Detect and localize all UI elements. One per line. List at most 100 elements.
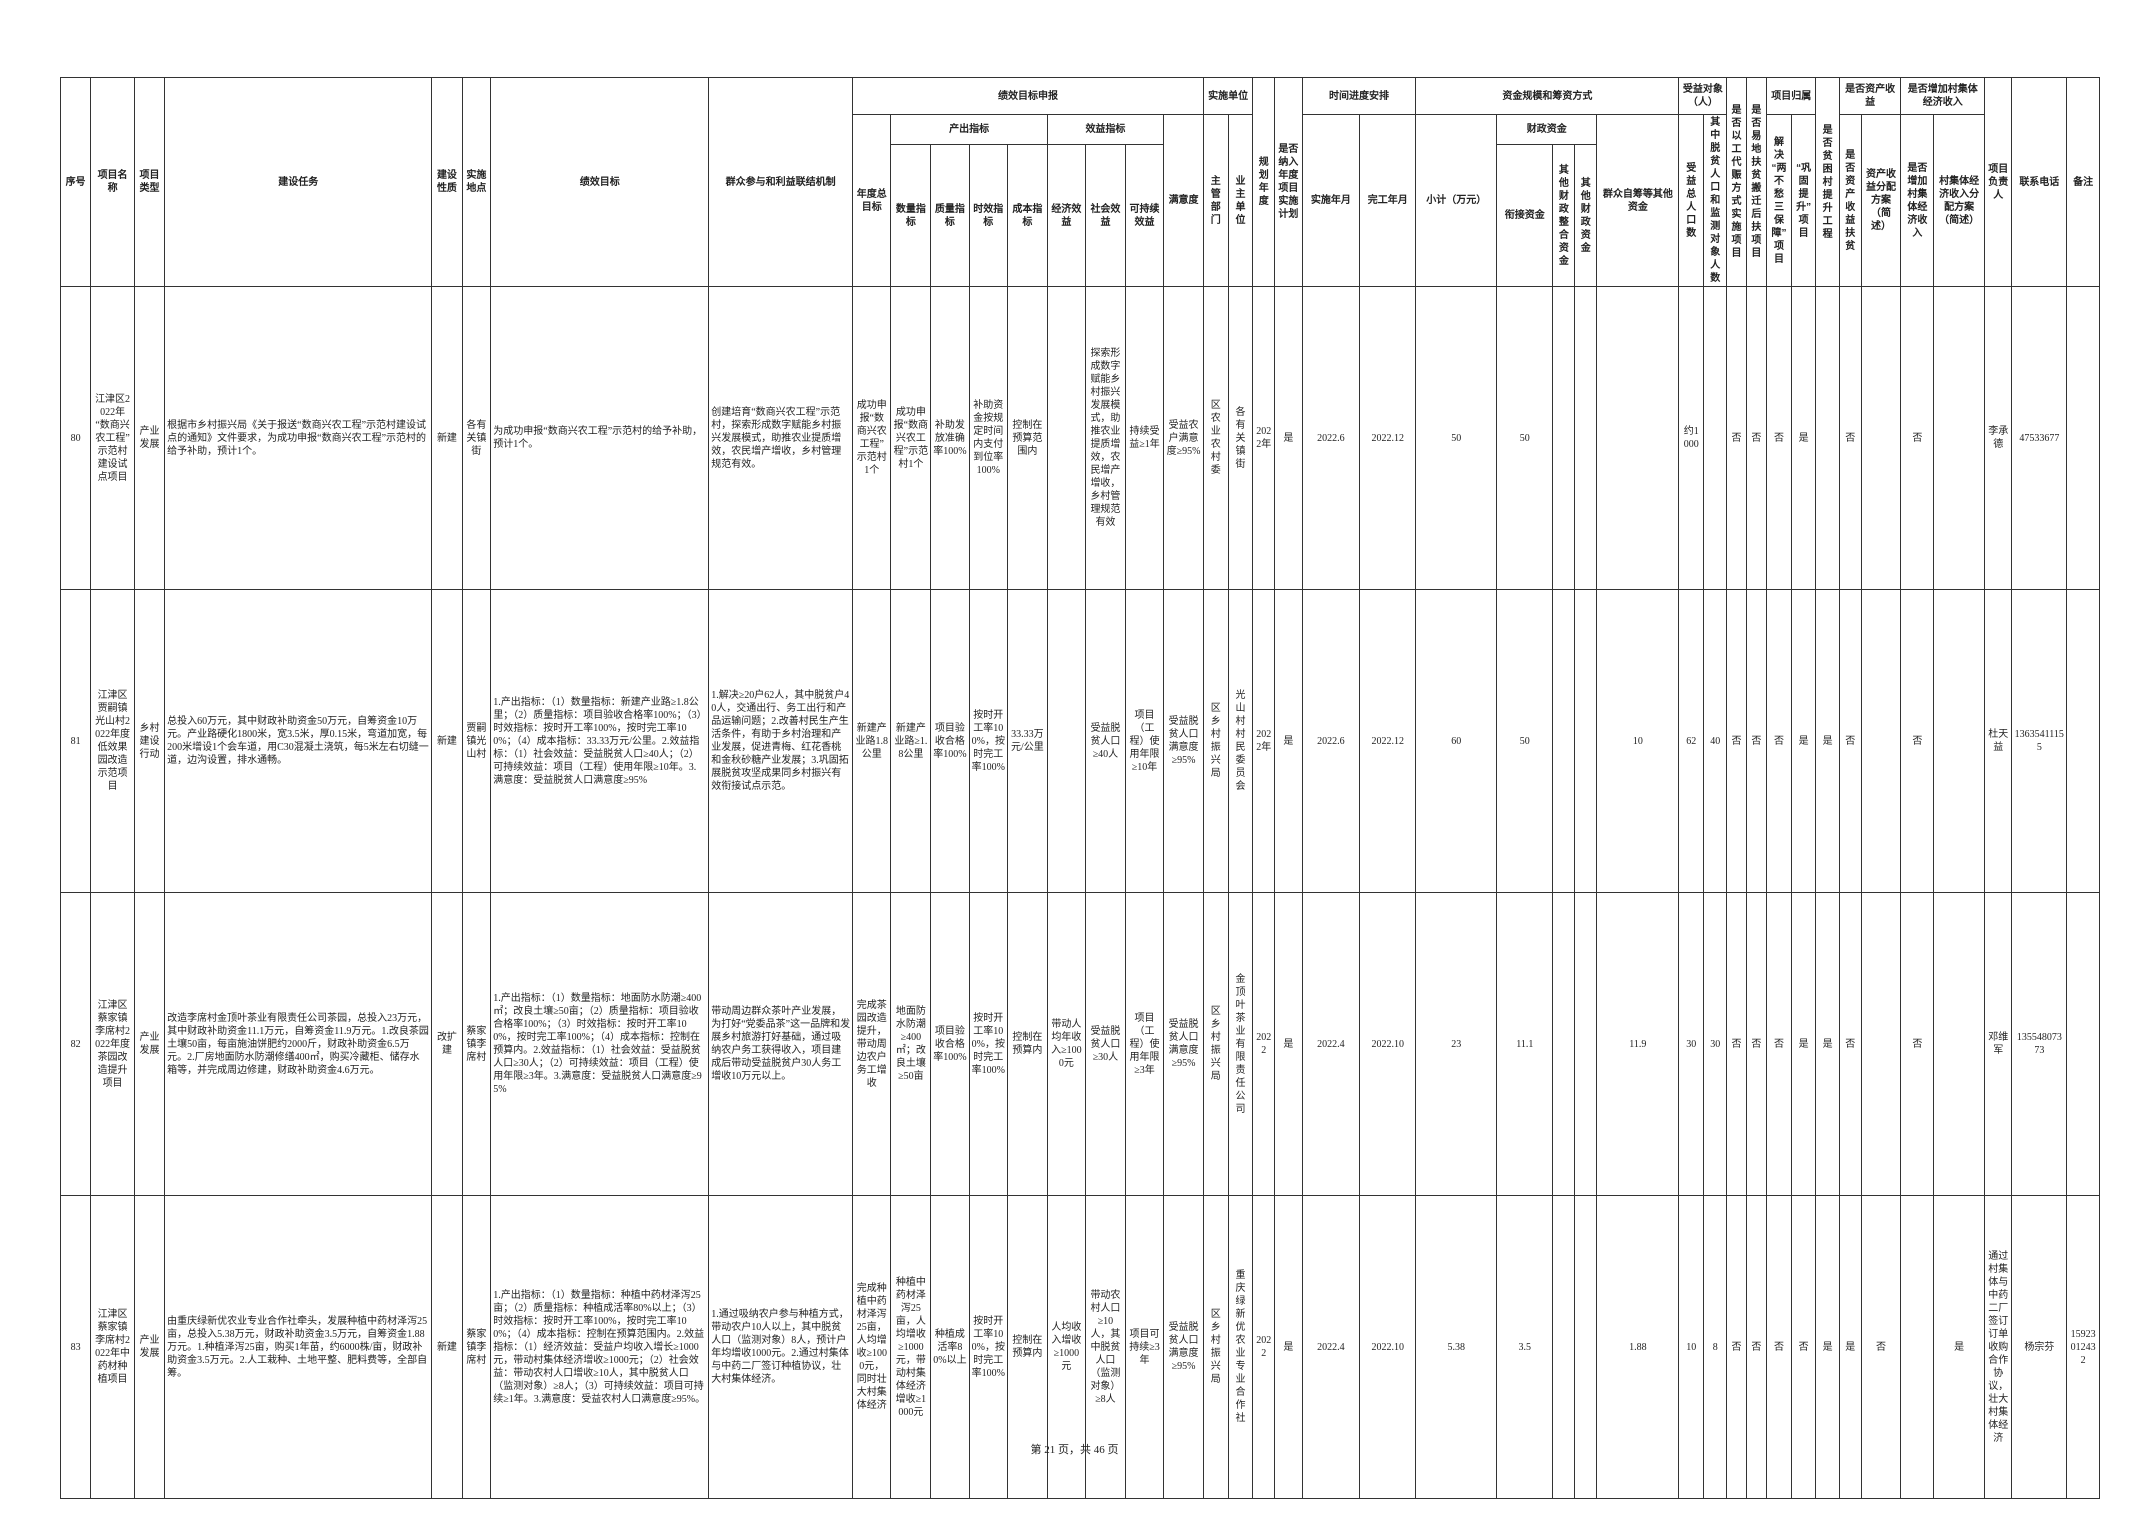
cell: 1.通过吸纳农户参与种植方式，带动农户10人以上，其中脱贫人口（监测对象）8人，… [708, 1195, 854, 1499]
cell: 83 [59, 1195, 92, 1499]
cell [1860, 589, 1902, 893]
cell: 2022.12 [1359, 589, 1417, 893]
cell: 约1000 [1678, 286, 1705, 590]
cell: 1.产出指标：（1）数量指标：种植中药材泽泻25亩；（2）质量指标：种植成活率8… [490, 1195, 710, 1499]
cell [1900, 1195, 1935, 1499]
cell: 人均收入增收≥1000元 [1046, 1195, 1087, 1499]
cell: 区农业农村委 [1202, 286, 1229, 590]
header-cell: 年度总目标 [852, 114, 892, 287]
header-cell: 项目负责人 [1983, 77, 2013, 287]
cell: 各有关镇街 [1227, 286, 1254, 590]
header-cell: 衔接资金 [1496, 144, 1554, 287]
cell: 按时开工率100%，按时完工率100% [968, 1195, 1008, 1499]
cell: 李承德 [1983, 286, 2013, 590]
cell: 是 [1274, 286, 1303, 590]
cell: 2022.6 [1301, 286, 1361, 590]
cell: 创建培育“数商兴农工程”示范村，探索形成数字赋能乡村振兴发展模式，助推农业提质增… [708, 286, 854, 590]
header-cell: 财政资金 [1496, 113, 1598, 146]
cell: 新建产业路≥1.8公里 [890, 589, 932, 893]
cell: 是 [1274, 589, 1303, 893]
header-cell: 解决“两不愁三保障”项目 [1766, 114, 1792, 287]
header-cell: 绩效目标 [490, 77, 710, 287]
cell: 1.产出指标：（1）数量指标：新建产业路≥1.8公里；（2）质量指标：项目验收合… [490, 589, 710, 893]
header-cell: 建设任务 [164, 77, 433, 287]
header-cell: 质量指标 [930, 144, 970, 287]
header-cell: 效益指标 [1046, 113, 1165, 146]
cell [1860, 892, 1902, 1196]
cell: 2022 [1252, 892, 1276, 1196]
cell: 8 [1703, 1195, 1728, 1499]
cell [1574, 589, 1598, 893]
header-cell: 成本指标 [1006, 144, 1048, 287]
cell [2066, 286, 2101, 590]
cell: 是 [1815, 892, 1840, 1196]
cell: 13554807373 [2011, 892, 2068, 1196]
cell: 是 [1790, 286, 1817, 590]
cell: 产业发展 [133, 286, 166, 590]
cell: 贾嗣镇光山村 [461, 589, 492, 893]
cell: 否 [1900, 892, 1935, 1196]
cell: 是 [1933, 1195, 1985, 1499]
cell: 否 [1726, 892, 1747, 1196]
header-cell: 是否资产收益 [1838, 77, 1902, 115]
header-cell: 小计（万元） [1415, 114, 1498, 287]
cell: 控制在预算范围内 [1006, 286, 1048, 590]
cell: 受益脱贫人口≥30人 [1085, 892, 1126, 1196]
cell: 2022.10 [1359, 1195, 1417, 1499]
header-cell: 是否以工代赈方式实施项目 [1726, 77, 1747, 287]
cell: 新建 [431, 286, 463, 590]
header-cell: 是否资产收益扶贫 [1838, 114, 1862, 287]
cell: 受益农户满意度≥95% [1163, 286, 1204, 590]
header-cell: 实施地点 [461, 77, 492, 287]
cell: 光山村村民委员会 [1227, 589, 1254, 893]
cell: 种植中药材泽泻25亩，人均增收≥1000元，带动村集体经济增收≥1000元 [890, 1195, 932, 1499]
cell: 否 [1766, 892, 1792, 1196]
cell: 金顶叶茶业有限责任公司 [1227, 892, 1254, 1196]
cell: 改扩建 [431, 892, 463, 1196]
cell: 是 [1790, 892, 1817, 1196]
cell: 2022.6 [1301, 589, 1361, 893]
cell [1046, 589, 1087, 893]
cell: 15923012432 [2066, 1195, 2101, 1499]
cell: 根据市乡村振兴局《关于报送“数商兴农工程”示范村建设试点的通知》文件要求，为成功… [164, 286, 433, 590]
header-cell: 是否贫困村提升工程 [1815, 77, 1840, 287]
cell: 50 [1415, 286, 1498, 590]
cell: 乡村建设行动 [133, 589, 166, 893]
cell: 种植成活率80%以上 [930, 1195, 970, 1499]
cell: 10 [1596, 589, 1680, 893]
header-cell: 项目归属 [1766, 77, 1817, 115]
cell: 2022年 [1252, 286, 1276, 590]
data-row: 83 江津区蔡家镇李席村2022年中药材种植项目 产业发展 由重庆绿新优农业专业合作社… [59, 1195, 2101, 1499]
cell [1703, 286, 1728, 590]
header-cell: 规划年度 [1252, 77, 1276, 287]
cell: 受益脱贫人口满意度≥95% [1163, 892, 1204, 1196]
header-row: 数量指标 质量指标 时效指标 成本指标 经济效益 社会效益 可持续效益 衔接资金 其他财政整合资… [61, 144, 2100, 287]
header-cell: 数量指标 [890, 144, 932, 287]
cell [1933, 892, 1985, 1196]
header-cell: 完工年月 [1359, 114, 1417, 287]
cell: 否 [1745, 286, 1768, 590]
cell: 为成功申报“数商兴农工程”示范村的给予补助，预计1个。 [490, 286, 710, 590]
cell [1552, 286, 1576, 590]
cell [1574, 286, 1598, 590]
cell: 33.33万元/公里 [1006, 589, 1048, 893]
cell: 探索形成数字赋能乡村振兴发展模式，助推农业提质增效，农民增产增收，乡村管理规范有… [1085, 286, 1126, 590]
cell: 补助资金按规定时间内支付到位率100% [968, 286, 1008, 590]
cell: 否 [1900, 286, 1935, 590]
cell: 2022.4 [1301, 892, 1361, 1196]
header-cell: 实施单位 [1202, 77, 1254, 115]
cell: 控制在预算内 [1006, 892, 1048, 1196]
cell: 30 [1703, 892, 1728, 1196]
cell: 否 [1838, 892, 1862, 1196]
header-cell: 其他财政资金 [1574, 144, 1598, 287]
header-cell: 主管部门 [1202, 114, 1229, 287]
header-cell: 受益总人口数 [1678, 114, 1705, 287]
header-cell: 时效指标 [968, 144, 1008, 287]
cell: 60 [1415, 589, 1498, 893]
cell: 受益脱贫人口≥40人 [1085, 589, 1126, 893]
cell: 各有关镇街 [461, 286, 492, 590]
cell: 3.5 [1496, 1195, 1554, 1499]
project-table: 序号 项目名称 项目类型 建设任务 建设性质 实施地点 绩效目标 群众参与和利益联结机制 绩效目… [59, 77, 2101, 1499]
cell [1815, 286, 1840, 590]
cell: 新建 [431, 1195, 463, 1499]
